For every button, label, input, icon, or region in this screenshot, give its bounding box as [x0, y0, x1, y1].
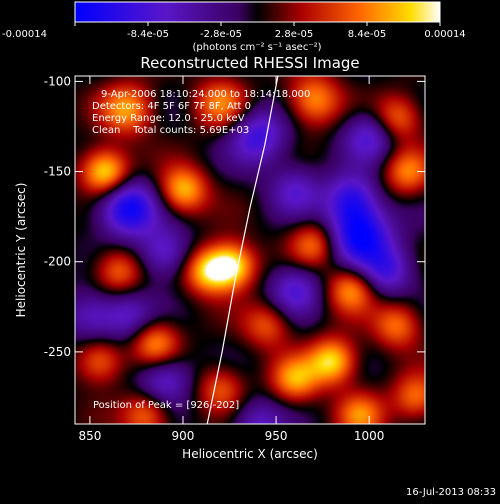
observation-info: 9-Apr-2006 18:10:24.000 to 18:14:18.000 …: [92, 89, 310, 136]
x-tick-label: 1000: [354, 429, 385, 443]
x-tick-label: 850: [78, 429, 101, 443]
colorbar-tick-label: 0.00014: [424, 29, 465, 40]
solar-limb-line: [206, 76, 279, 424]
peak-position-label: Position of Peak = [926,-202]: [93, 400, 239, 411]
y-axis-label: Heliocentric Y (arcsec): [14, 183, 28, 318]
colorbar-ticks: -0.00014 -8.4e-05 -2.8e-05 2.8e-05 8.4e-05 0.…: [2, 22, 466, 40]
colorbar-tick-label: 8.4e-05: [348, 29, 386, 40]
colorbar-tick-label: -0.00014: [2, 29, 47, 40]
x-axis-ticks: 850 900 950 1000: [78, 76, 384, 443]
y-tick-label: -250: [44, 345, 71, 359]
x-tick-label: 950: [265, 429, 288, 443]
x-axis-label: Heliocentric X (arcsec): [182, 447, 318, 461]
x-tick-label: 900: [172, 429, 195, 443]
colorbar-gradient: [74, 1, 441, 23]
y-tick-label: -150: [44, 165, 71, 179]
colorbar-unit-label: (photons cm⁻² s⁻¹ asec⁻²): [192, 42, 321, 53]
colorbar: -0.00014 -8.4e-05 -2.8e-05 2.8e-05 8.4e-05 0.…: [2, 1, 466, 53]
y-tick-label: -100: [44, 74, 71, 88]
plot-frame: [74, 75, 426, 425]
colorbar-tick-label: 2.8e-05: [275, 29, 313, 40]
y-tick-label: -200: [44, 255, 71, 269]
colorbar-tick-label: -2.8e-05: [200, 29, 242, 40]
info-detectors: Detectors: 4F 5F 6F 7F 8F, Att 0: [92, 101, 251, 112]
heatmap-image: [75, 76, 425, 424]
colorbar-tick-label: -8.4e-05: [127, 29, 169, 40]
chart-title: Reconstructed RHESSI Image: [140, 54, 359, 72]
y-axis-ticks: -100 -150 -200 -250: [44, 74, 425, 359]
info-time-range: 9-Apr-2006 18:10:24.000 to 18:14:18.000: [101, 89, 310, 100]
footer-timestamp: 16-Jul-2013 08:33: [406, 487, 496, 498]
info-clean-counts: Clean Total counts: 5.69E+03: [92, 125, 249, 136]
info-energy-range: Energy Range: 12.0 - 25.0 keV: [92, 113, 245, 124]
